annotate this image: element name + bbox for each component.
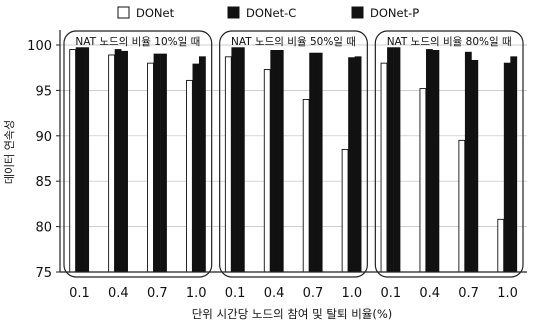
bar-donet-p [510,56,518,273]
bar-donet [419,88,427,273]
bar-donet-c [387,47,394,273]
bar-donet [380,62,388,273]
legend-label: DONet [136,6,175,20]
legend-label: DONet-P [370,6,419,20]
x-tick-label: 0.1 [69,286,90,301]
panel-frame [63,30,213,278]
bar-donet-p [160,53,167,273]
x-tick-label: 0.7 [458,286,479,301]
bar-donet-c [192,63,200,273]
bar-donet [147,62,154,273]
bar-donet-c [348,57,355,273]
bar-donet-p [276,49,284,273]
x-tick-label: 0.7 [303,286,324,301]
legend-item: DONet [117,6,175,20]
bar-donet-p [237,47,245,273]
y-tick-label: 75 [35,266,52,281]
bar-donet [458,139,466,273]
y-axis-label: 데이터 연속성 [3,120,16,184]
panel-frame [374,30,524,278]
bar-donet-p [471,59,479,273]
y-tick-label: 90 [35,130,52,145]
panel-title: NAT 노드의 비율 80%일 때 [387,35,512,48]
bar-donet-p [121,50,128,273]
bar-donet-c [75,47,83,273]
x-tick-label: 0.4 [419,286,440,301]
x-tick-label: 0.1 [225,286,246,301]
bar-donet [341,148,349,273]
bar-donet-c [270,49,278,273]
legend-swatch [117,6,130,19]
legend-swatch [351,6,364,19]
legend-item: DONet-C [227,6,296,20]
bar-donet [224,56,232,273]
x-tick-label: 0.4 [108,286,129,301]
panel-title: NAT 노드의 비율 50%일 때 [231,35,356,48]
bar-donet-p [315,52,323,273]
bar-donet-p [354,56,362,273]
panel-frame [219,30,368,278]
bar-donet [108,54,115,273]
bar-donet [186,79,193,273]
bar-donet [302,99,310,273]
panel-title: NAT 노드의 비율 10%일 때 [75,35,200,48]
bar-donet-c [114,49,122,273]
legend-label: DONet-C [246,6,296,20]
legend-item: DONet-P [351,6,419,20]
legend: DONet DONet-C DONet-P [117,6,419,20]
y-tick-label: 80 [35,221,52,236]
y-tick-label: 95 [35,84,52,99]
bar-donet [497,218,505,273]
x-tick-label: 1.0 [342,286,363,301]
y-tick-label: 85 [35,175,52,190]
bar-donet-c [231,47,239,273]
bar-donet-c [464,51,472,273]
bar-donet-p [82,47,90,273]
panel: NAT 노드의 비율 10%일 때 0.1 0.4 0.7 1.0 [63,30,213,301]
x-tick-label: 0.4 [264,286,285,301]
x-tick-label: 1.0 [497,286,518,301]
gridlines [60,44,527,227]
y-tick-label: 100 [27,39,52,54]
bar-donet-c [153,53,161,273]
y-axis: 75 80 85 90 95 100 [27,39,60,281]
bar-donet-p [199,56,206,273]
bar-donet-p [393,47,401,273]
bar-donet-c [426,49,433,273]
x-tick-label: 1.0 [186,286,207,301]
legend-swatch [227,6,240,19]
bar-donet [263,69,271,273]
bar-donet-p [432,49,440,273]
bar-donet-c [309,52,317,273]
x-tick-label: 0.1 [380,286,401,301]
panel: NAT 노드의 비율 80%일 때 0.1 0.4 0.7 1.0 [374,30,524,301]
x-tick-label: 0.7 [147,286,168,301]
bar-donet-c [503,62,511,273]
x-axis-label: 단위 시간당 노드의 참여 및 탈퇴 비율(%) [192,307,393,321]
bar-donet [69,49,77,273]
panel: NAT 노드의 비율 50%일 때 0.1 0.4 0.7 1.0 [219,30,368,301]
